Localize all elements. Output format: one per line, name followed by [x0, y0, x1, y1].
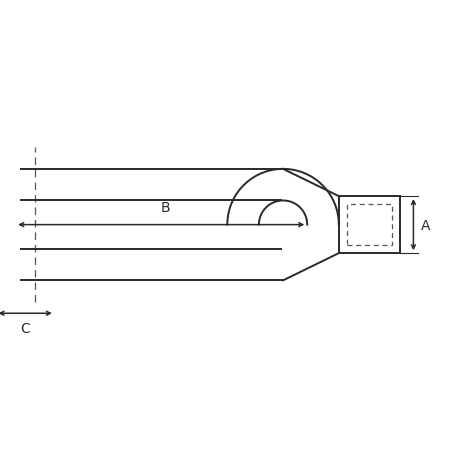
- Text: B: B: [161, 200, 170, 214]
- Text: C: C: [20, 321, 30, 336]
- Bar: [346, 205, 392, 246]
- Text: A: A: [420, 218, 430, 232]
